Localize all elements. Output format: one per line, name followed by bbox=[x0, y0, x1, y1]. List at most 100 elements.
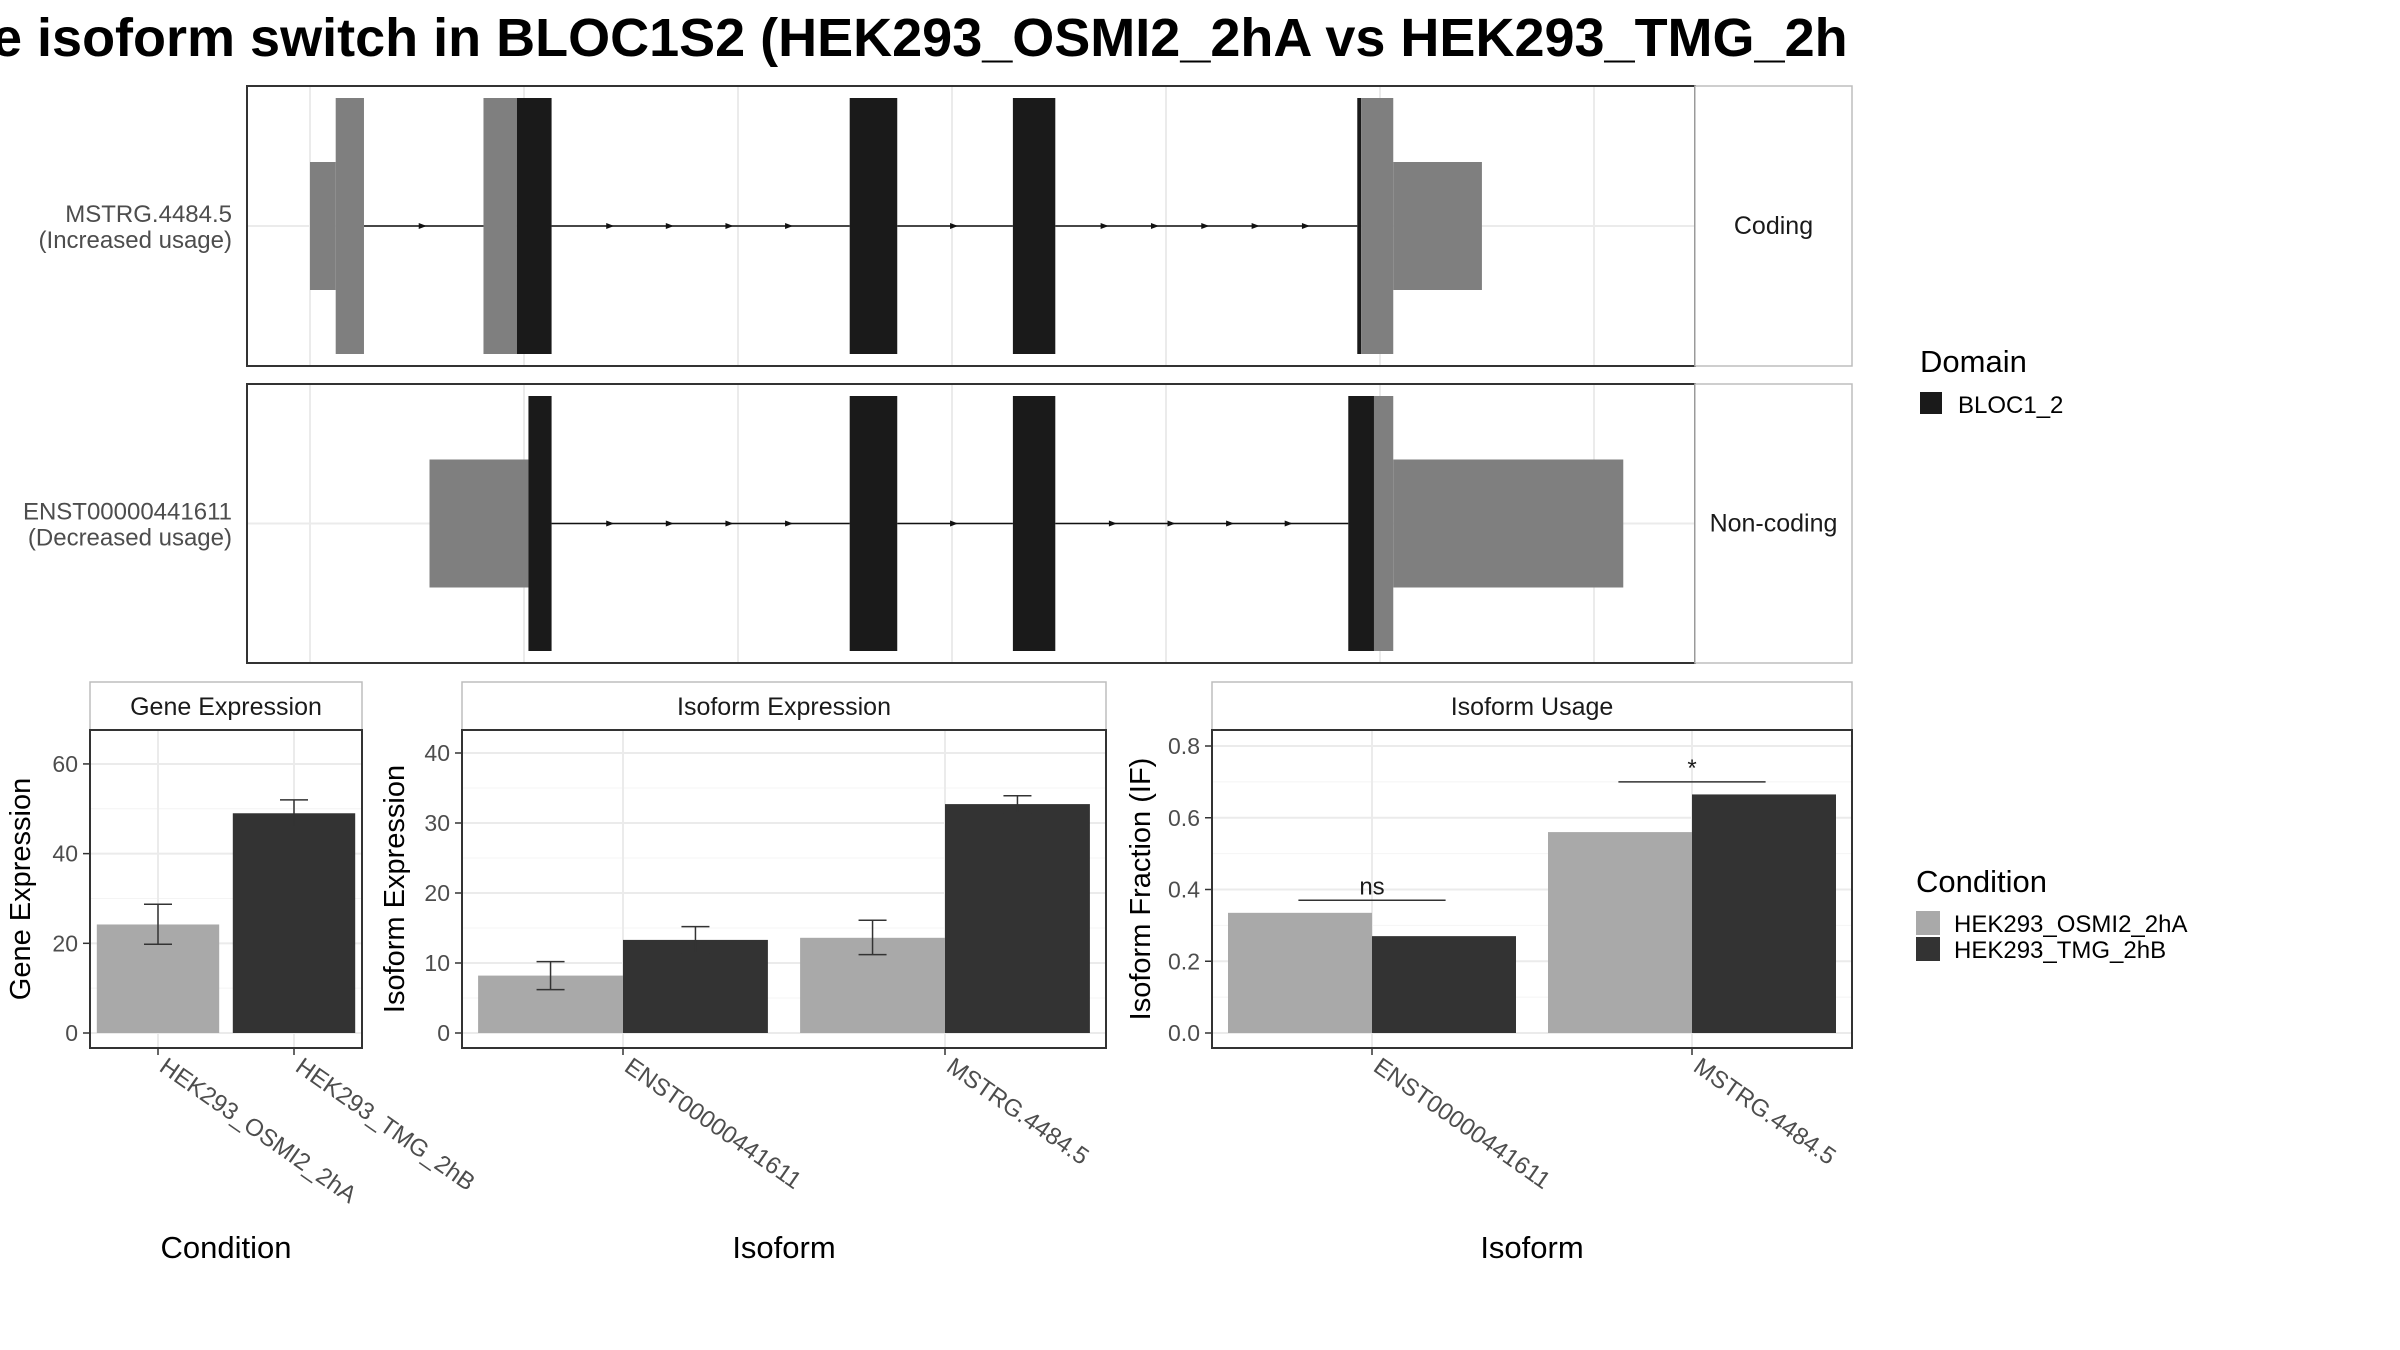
significance-label: ns bbox=[1359, 873, 1384, 900]
y-axis-title: Gene Expression bbox=[5, 778, 37, 1000]
chart-title: Isoform Usage bbox=[1451, 693, 1614, 721]
y-tick-label: 0.6 bbox=[1168, 805, 1200, 831]
plot-border bbox=[89, 729, 363, 1049]
domain-legend-swatch bbox=[1920, 392, 1942, 414]
condition-legend-label-b: HEK293_TMG_2hB bbox=[1954, 937, 2166, 964]
utr-exon bbox=[1393, 162, 1482, 290]
category-label: Non-coding bbox=[1710, 510, 1838, 538]
x-axis-title: Isoform bbox=[1480, 1230, 1583, 1265]
intron-arrow bbox=[1100, 223, 1109, 229]
domain-legend-label: BLOC1_2 bbox=[1958, 392, 2063, 419]
bar bbox=[623, 939, 768, 1033]
coding-exon bbox=[335, 98, 364, 354]
utr-exon bbox=[1393, 459, 1624, 588]
plot-border bbox=[461, 729, 1107, 1049]
intron-arrow bbox=[665, 520, 674, 527]
intron-arrow bbox=[1284, 520, 1293, 527]
y-tick-label: 0.0 bbox=[1168, 1020, 1200, 1046]
x-tick-label: ENST00000441611 bbox=[620, 1053, 807, 1195]
intron-arrow bbox=[1226, 520, 1235, 527]
y-tick-label: 30 bbox=[424, 810, 450, 836]
intron-arrow bbox=[1251, 223, 1260, 229]
x-axis-title: Condition bbox=[161, 1230, 292, 1265]
y-tick-label: 0 bbox=[437, 1020, 450, 1046]
domain-exon bbox=[516, 98, 552, 354]
chart-title-strip bbox=[89, 681, 363, 731]
intron-arrow bbox=[1201, 223, 1210, 229]
x-tick-label: MSTRG.4484.5 bbox=[942, 1053, 1094, 1171]
gene-structure-panel: Coding MSTRG.4484.5(Increased usage) Non-c… bbox=[23, 85, 1853, 664]
domain-exon bbox=[1357, 98, 1362, 354]
category-strip bbox=[1694, 85, 1853, 367]
domain-exon bbox=[528, 396, 552, 651]
coding-exon bbox=[483, 98, 517, 354]
intron-arrow bbox=[418, 223, 427, 229]
y-tick-label: 20 bbox=[52, 930, 78, 956]
condition-legend-swatch-b bbox=[1916, 937, 1940, 961]
bar-chart-panels: Gene Expression0204060HEK293_OSMI2_2hAHE… bbox=[5, 681, 1853, 1265]
intron-arrow bbox=[606, 520, 615, 527]
y-tick-label: 40 bbox=[424, 740, 450, 766]
intron-arrow bbox=[950, 520, 959, 527]
bar bbox=[1372, 936, 1516, 1033]
chart-title-strip bbox=[1211, 681, 1853, 731]
category-strip bbox=[1694, 383, 1853, 664]
y-tick-label: 0.4 bbox=[1168, 877, 1200, 903]
bar bbox=[1692, 794, 1836, 1033]
y-tick-label: 60 bbox=[52, 751, 78, 777]
chart-title-strip bbox=[461, 681, 1107, 731]
y-axis-title: Isoform Fraction (IF) bbox=[1125, 758, 1157, 1021]
condition-legend-label-a: HEK293_OSMI2_2hA bbox=[1954, 911, 2187, 938]
bar bbox=[1548, 832, 1692, 1033]
isoform-track: Non-coding ENST00000441611(Decreased usag… bbox=[23, 383, 1853, 664]
utr-exon bbox=[310, 162, 336, 290]
intron-arrow bbox=[950, 223, 959, 229]
intron-arrow bbox=[725, 223, 734, 229]
condition-legend-swatch-a bbox=[1916, 911, 1940, 935]
chart-title: Gene Expression bbox=[130, 693, 322, 721]
domain-legend: Domain BLOC1_2 bbox=[1920, 344, 2063, 419]
x-axis-title: Isoform bbox=[732, 1230, 835, 1265]
intron-arrow bbox=[785, 520, 794, 527]
x-tick-label: ENST00000441611 bbox=[1369, 1053, 1556, 1195]
coding-exon bbox=[1361, 98, 1394, 354]
intron-arrow bbox=[606, 223, 615, 229]
domain-exon bbox=[1012, 396, 1056, 651]
intron-arrow bbox=[665, 223, 674, 229]
utr-exon bbox=[429, 459, 529, 588]
chart-title: Isoform Expression bbox=[677, 693, 891, 721]
figure-title: e isoform switch in BLOC1S2 (HEK293_OSMI… bbox=[0, 8, 1848, 68]
y-tick-label: 10 bbox=[424, 950, 450, 976]
y-tick-label: 40 bbox=[52, 841, 78, 867]
intron-arrow bbox=[785, 223, 794, 229]
intron-arrow bbox=[1150, 223, 1159, 229]
condition-legend: Condition HEK293_OSMI2_2hA HEK293_TMG_2h… bbox=[1916, 864, 2187, 964]
isoform-name-label: MSTRG.4484.5 bbox=[65, 201, 232, 228]
intron-arrow bbox=[1108, 520, 1117, 527]
domain-exon bbox=[1012, 98, 1056, 354]
isoform-name-label: ENST00000441611 bbox=[23, 499, 232, 526]
category-label: Coding bbox=[1734, 212, 1813, 240]
condition-legend-title: Condition bbox=[1916, 864, 2047, 899]
bar bbox=[1228, 912, 1372, 1033]
significance-label: * bbox=[1687, 755, 1696, 782]
bar bbox=[945, 804, 1090, 1033]
domain-exon bbox=[849, 98, 898, 354]
bar-chart: Isoform Usage 0.0 0.2 0.4 0.6 0.8 ENST00000441… bbox=[1125, 681, 1853, 1265]
intron-arrow bbox=[1301, 223, 1310, 229]
isoform-track: Coding MSTRG.4484.5(Increased usage) bbox=[39, 85, 1853, 367]
plot-border bbox=[1211, 729, 1853, 1049]
y-tick-label: 0 bbox=[65, 1020, 78, 1046]
y-tick-label: 0.8 bbox=[1168, 733, 1200, 759]
isoform-usage-label: (Decreased usage) bbox=[28, 525, 232, 552]
y-tick-label: 0.2 bbox=[1168, 948, 1200, 974]
domain-exon bbox=[1348, 396, 1374, 651]
bar bbox=[232, 813, 356, 1033]
y-tick-label: 20 bbox=[424, 880, 450, 906]
bar-chart: Isoform Expression 0 10 20 30 40 ENST000004416… bbox=[379, 681, 1107, 1265]
x-tick-label: MSTRG.4484.5 bbox=[1689, 1053, 1841, 1171]
coding-exon bbox=[1373, 396, 1394, 651]
domain-exon bbox=[849, 396, 898, 651]
y-axis-title: Isoform Expression bbox=[379, 765, 411, 1013]
